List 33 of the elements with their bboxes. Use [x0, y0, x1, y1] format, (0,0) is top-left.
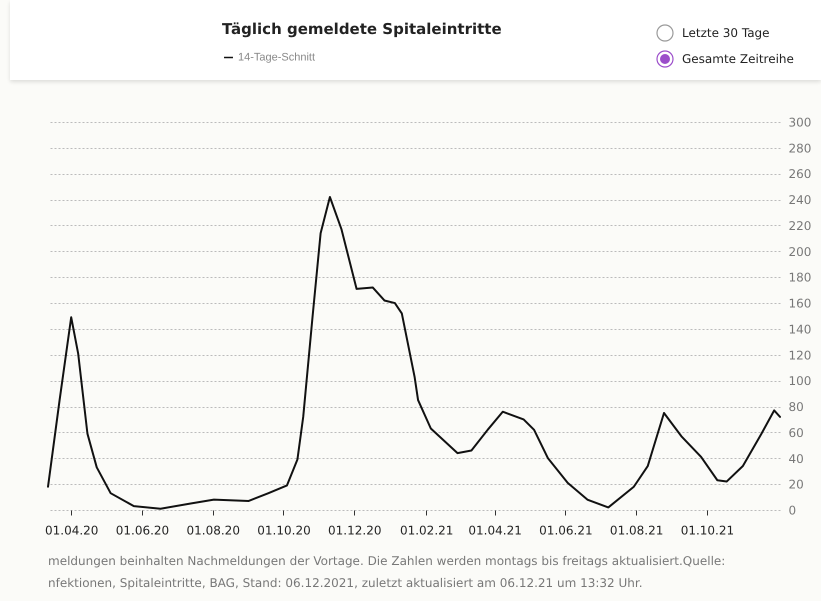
y-tick-label: 160 — [788, 296, 812, 311]
legend-label: 14-Tage-Schnitt — [238, 52, 316, 64]
y-tick-label: 20 — [788, 478, 804, 492]
y-tick-label: 0 — [788, 504, 796, 518]
chart-title: Täglich gemeldete Spitaleintritte — [222, 20, 502, 38]
text: Gesamte Zeitreihe — [682, 52, 794, 66]
x-tick-label: 01.06.20 — [116, 524, 170, 538]
y-tick-label: 80 — [788, 400, 804, 414]
y-tick-label: 260 — [788, 167, 812, 182]
y-tick-label: 100 — [788, 374, 812, 388]
y-tick-label: 300 — [788, 116, 812, 130]
y-tick-label: 180 — [788, 270, 812, 285]
y-tick-label: 200 — [788, 244, 812, 259]
y-tick-label: 60 — [788, 426, 804, 440]
text: meldungen beinhalten Nachmeldungen der Vortage. Die Zahlen werden montags bis freitags aktualisiert.Quelle: — [48, 553, 726, 570]
x-tick-label: 01.10.21 — [680, 524, 734, 538]
x-tick-label: 01.06.21 — [539, 524, 593, 538]
text: Letzte 30 Tage — [682, 26, 770, 40]
x-tick-label: 01.08.20 — [186, 524, 240, 538]
y-tick-label: 40 — [788, 452, 804, 466]
x-tick-label: 01.08.21 — [610, 524, 664, 538]
x-tick-label: 01.04.21 — [468, 524, 522, 538]
line-series — [47, 196, 781, 510]
y-tick-label: 280 — [788, 141, 812, 156]
y-tick-label: 220 — [788, 218, 812, 233]
x-tick-label: 01.10.20 — [257, 524, 311, 538]
y-tick-label: 120 — [788, 348, 812, 362]
x-tick-label: 01.02.21 — [400, 524, 454, 538]
x-tick-label: 01.12.20 — [328, 524, 382, 538]
y-tick-label: 240 — [788, 193, 812, 208]
y-tick-label: 140 — [788, 322, 812, 336]
x-tick-label: 01.04.20 — [44, 524, 98, 538]
text: nfektionen, Spitaleintritte, BAG, Stand: 06.12.2021, zuletzt aktualisiert am 06.12.21 um 13:32 Uhr. — [48, 575, 644, 592]
